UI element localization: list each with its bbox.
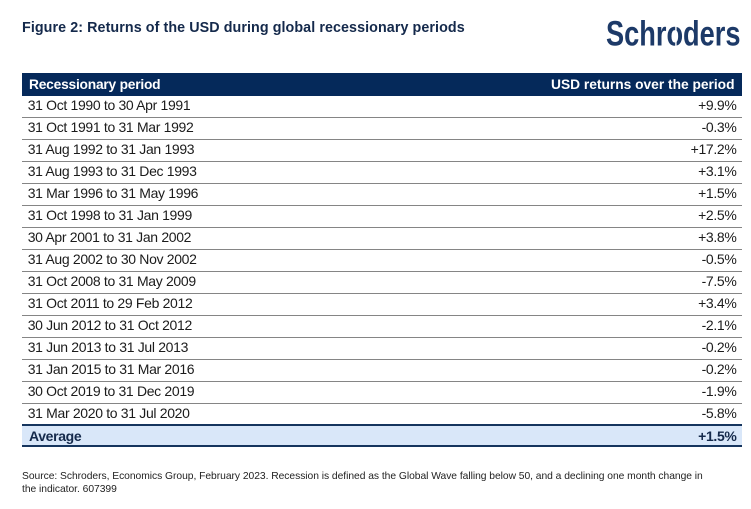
svg-text:Schroders: Schroders — [606, 15, 741, 54]
